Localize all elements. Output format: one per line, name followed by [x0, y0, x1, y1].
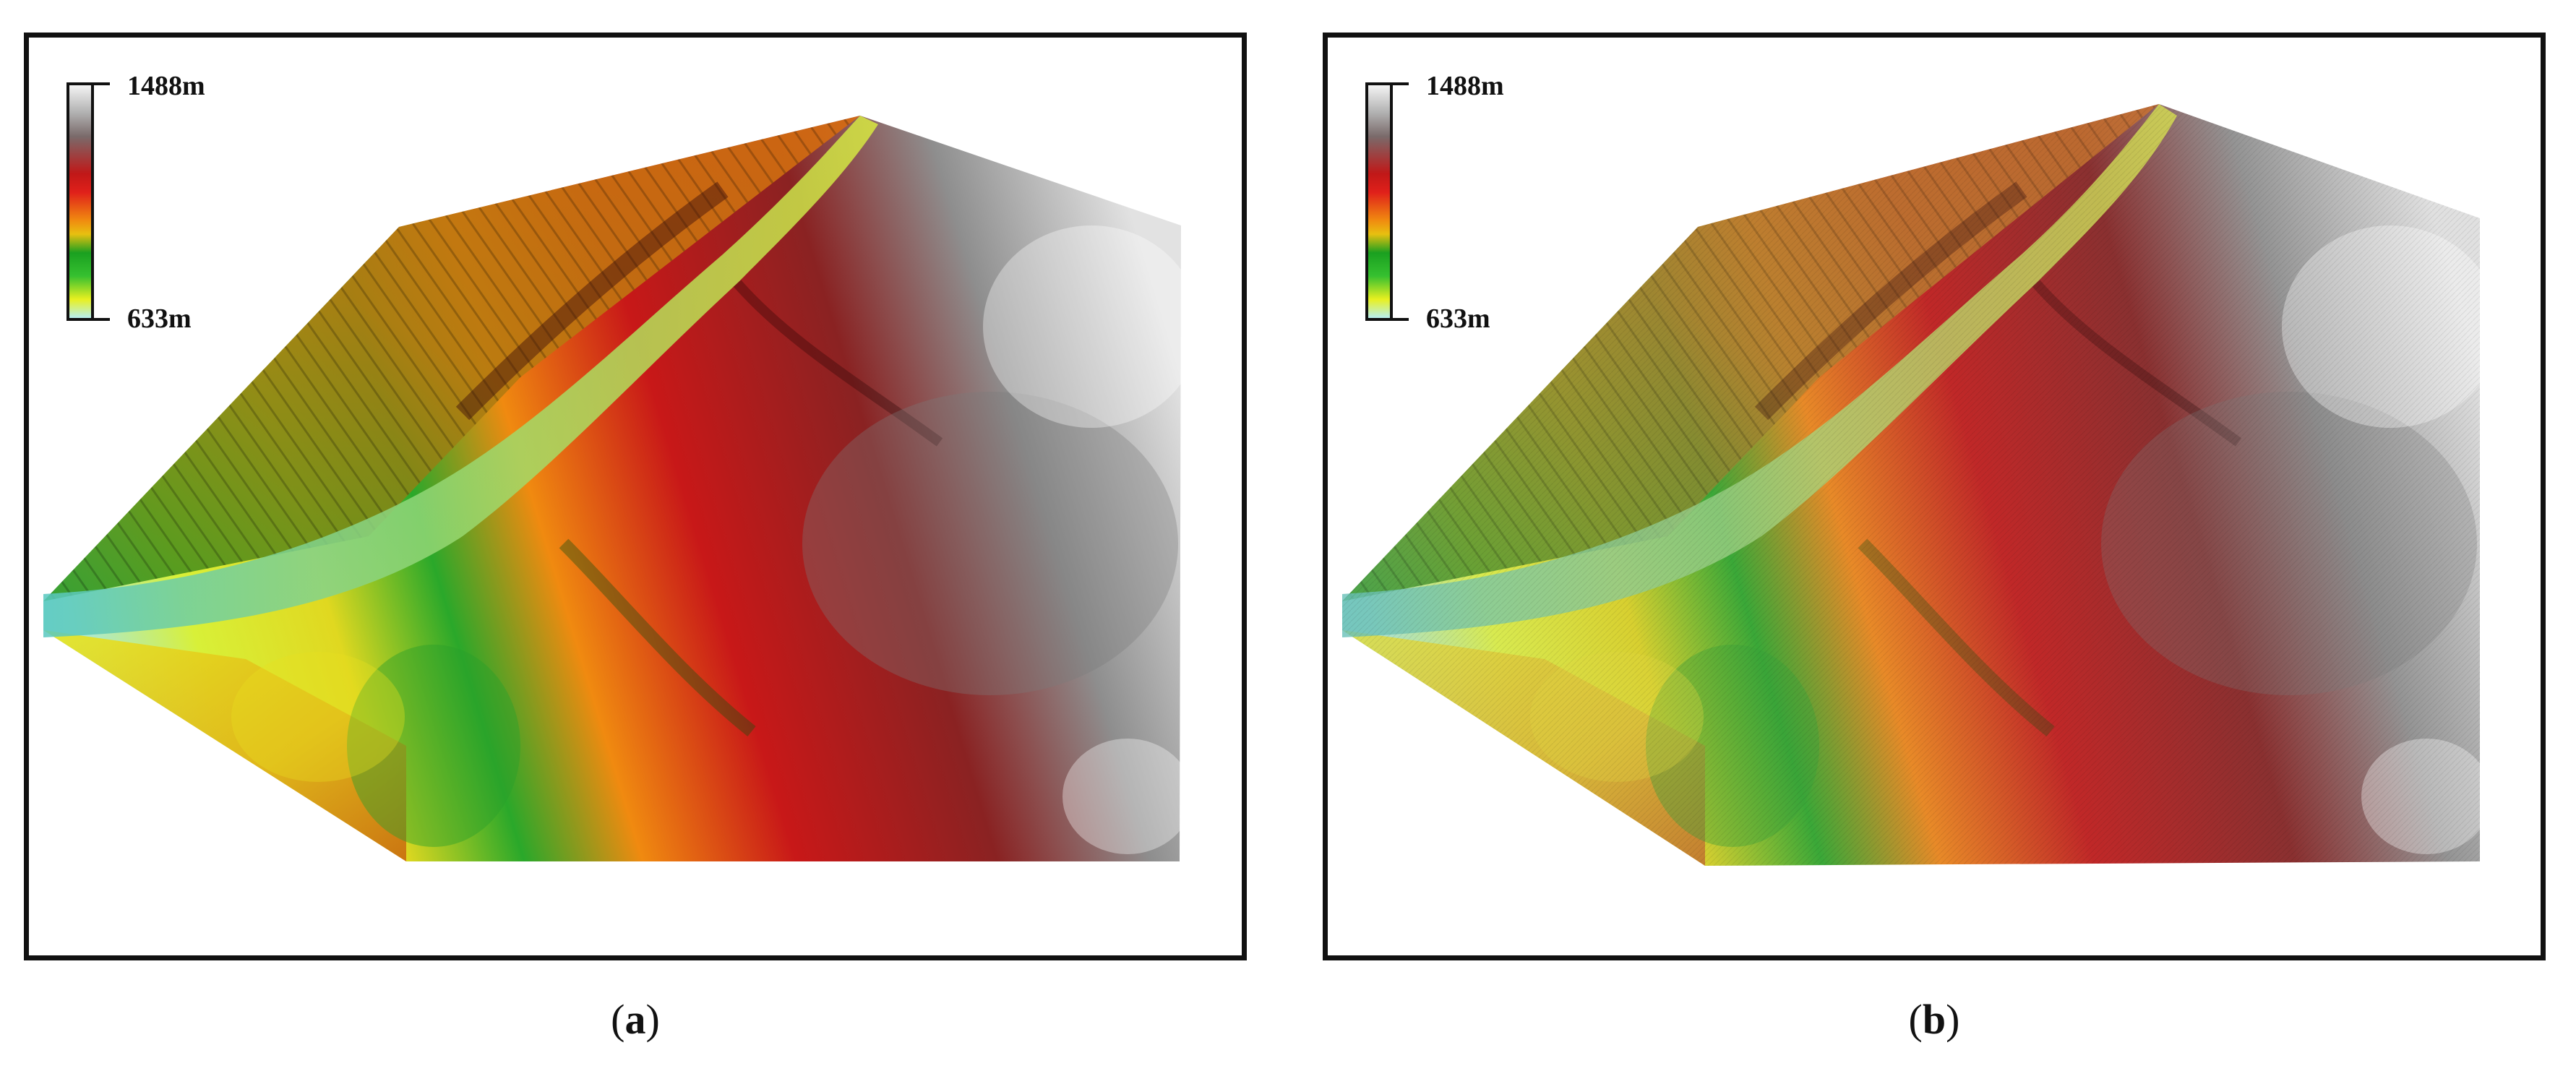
elevation-map-a	[43, 116, 1200, 861]
caption-close-a: )	[645, 996, 660, 1043]
map-panel-a: 1488m 633m	[24, 33, 1247, 960]
river-valley-a	[43, 116, 878, 637]
caption-open-b: (	[1908, 996, 1923, 1043]
legend-tick-min-b	[1393, 318, 1409, 321]
elevation-legend-bar-b	[1365, 82, 1393, 321]
caption-letter-a: a	[624, 996, 646, 1043]
caption-open-a: (	[611, 996, 625, 1043]
legend-tick-min-a	[94, 318, 110, 321]
legend-tick-max-a	[94, 82, 110, 85]
legend-max-label-a: 1488m	[127, 71, 205, 101]
elevation-map-b	[1342, 104, 2499, 866]
legend-tick-max-b	[1393, 82, 1409, 85]
legend-min-label-b: 633m	[1426, 304, 1490, 334]
legend-min-label-a: 633m	[127, 304, 192, 334]
caption-b: (b)	[1862, 999, 2006, 1041]
map-panel-b: 1488m 633m	[1323, 33, 2546, 960]
caption-letter-b: b	[1922, 996, 1946, 1043]
legend-max-label-b: 1488m	[1426, 71, 1504, 101]
elevation-legend-bar-a	[66, 82, 94, 321]
caption-a: (a)	[563, 999, 708, 1041]
caption-close-b: )	[1946, 996, 1960, 1043]
terrain-fan-lower-a	[43, 630, 406, 861]
